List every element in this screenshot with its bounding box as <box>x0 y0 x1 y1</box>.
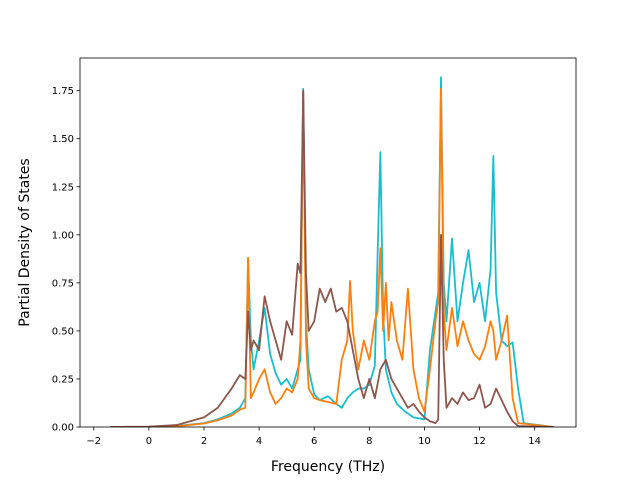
y-tick-label: 1.75 <box>52 86 74 97</box>
y-tick-label: 0.75 <box>52 278 74 289</box>
x-tick-label: 2 <box>201 436 207 447</box>
plot-frame <box>79 57 577 428</box>
x-tick-label: 12 <box>473 436 486 447</box>
y-axis-ticks: 0.00 0.25 0.50 0.75 1.00 1.25 1.50 1.75 <box>52 86 80 434</box>
series-line-3 <box>110 89 554 427</box>
x-tick-label: 8 <box>366 436 372 447</box>
y-tick-label: 1.00 <box>52 230 74 241</box>
series-layer <box>110 76 555 427</box>
y-tick-label: 0.50 <box>52 326 74 337</box>
y-tick-label: 0.25 <box>52 374 74 385</box>
series-line-2 <box>110 87 555 427</box>
y-tick-label: 0.00 <box>52 423 74 434</box>
y-axis-label: Partial Density of States <box>17 158 33 326</box>
x-tick-label: −2 <box>86 436 101 447</box>
series-line-1 <box>110 76 555 427</box>
x-tick-label: 4 <box>256 436 262 447</box>
x-axis-ticks: −2 0 2 4 6 8 10 12 14 <box>86 427 541 447</box>
x-tick-label: 6 <box>311 436 317 447</box>
x-tick-label: 10 <box>418 436 431 447</box>
x-axis-label: Frequency (THz) <box>271 459 385 475</box>
x-tick-label: 0 <box>146 436 152 447</box>
x-tick-label: 14 <box>528 436 541 447</box>
y-tick-label: 1.25 <box>52 182 74 193</box>
y-tick-label: 1.50 <box>52 134 74 145</box>
